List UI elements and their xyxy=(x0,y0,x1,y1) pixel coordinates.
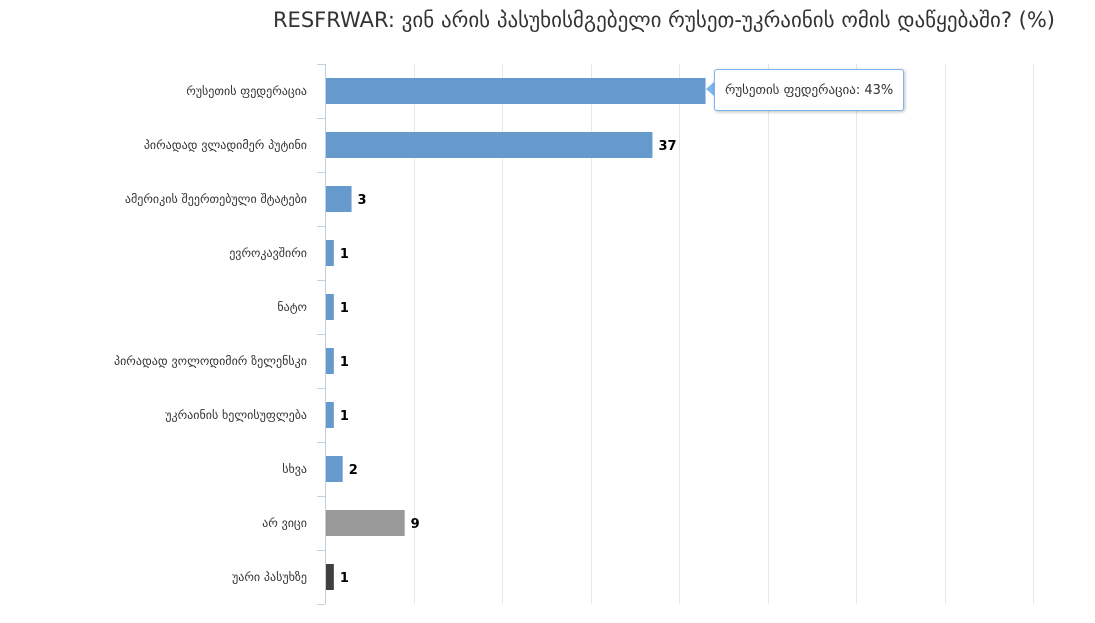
bar[interactable] xyxy=(326,402,334,428)
data-label: 3 xyxy=(358,193,367,208)
category-label: პირადად ვოლოდიმირ ზელენსკი xyxy=(114,354,307,368)
data-label: 2 xyxy=(349,463,358,478)
category-label: უკრაინის ხელისუფლება xyxy=(165,408,307,422)
category-label: ამერიკის შეერთებული შტატები xyxy=(125,192,307,206)
bar[interactable] xyxy=(326,564,334,590)
category-label: სხვა xyxy=(282,462,307,476)
bar[interactable] xyxy=(326,78,706,104)
tooltip: რუსეთის ფედერაცია: 43% xyxy=(714,69,905,111)
data-label: 1 xyxy=(340,247,349,262)
category-label: ევროკავშირი xyxy=(229,246,307,260)
data-label: 1 xyxy=(340,571,349,586)
bar[interactable] xyxy=(326,348,334,374)
category-axis xyxy=(317,64,326,605)
category-label: უარი პასუხზე xyxy=(232,570,307,584)
tooltip-arrow xyxy=(706,82,714,96)
bar[interactable] xyxy=(326,186,352,212)
data-label: 37 xyxy=(658,139,676,154)
chart-title: RESFRWAR: ვინ არის პასუხისმგებელი რუსეთ-… xyxy=(272,8,1055,32)
data-label: 1 xyxy=(340,301,349,316)
bar[interactable] xyxy=(326,294,334,320)
data-label: 1 xyxy=(340,355,349,370)
data-label: 9 xyxy=(411,517,420,532)
bar[interactable] xyxy=(326,240,334,266)
bar[interactable] xyxy=(326,510,405,536)
data-label: 1 xyxy=(340,409,349,424)
bar[interactable] xyxy=(326,456,343,482)
labels: რუსეთის ფედერაცია პირადად ვლადიმერ პუტინი… xyxy=(114,84,677,586)
category-label: რუსეთის ფედერაცია xyxy=(186,84,307,98)
category-label: ნატო xyxy=(277,300,307,314)
category-label: არ ვიცი xyxy=(262,516,307,530)
category-label: პირადად ვლადიმერ პუტინი xyxy=(144,138,307,152)
bars xyxy=(326,78,706,590)
bar[interactable] xyxy=(326,132,653,158)
